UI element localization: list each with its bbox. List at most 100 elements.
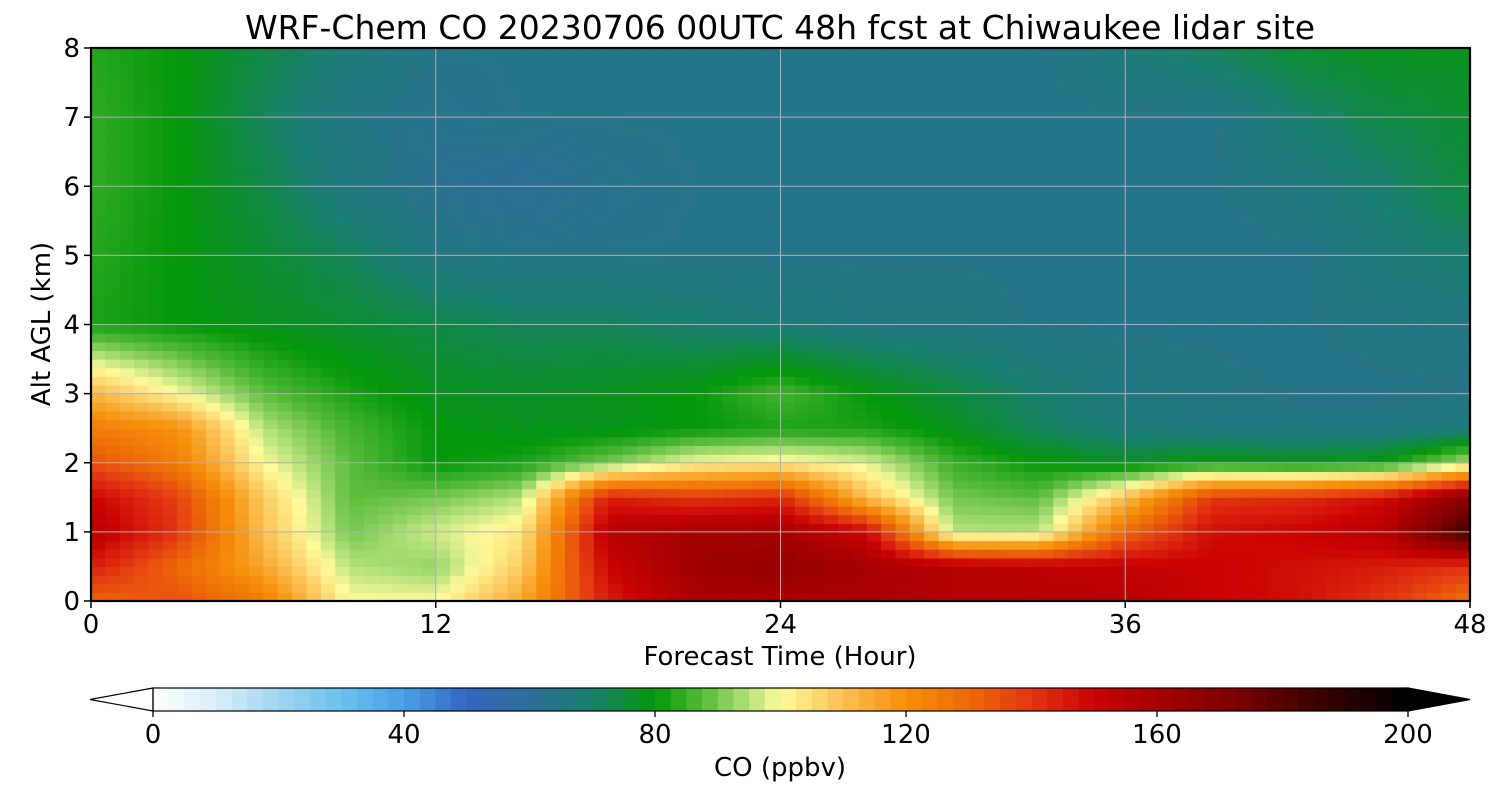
- heatmap-cell: [579, 212, 595, 222]
- heatmap-cell: [967, 583, 983, 593]
- heatmap-cell: [981, 350, 997, 360]
- heatmap-cell: [363, 393, 379, 403]
- heatmap-cell: [1297, 410, 1313, 421]
- heatmap-cell: [1139, 497, 1155, 507]
- heatmap-cell: [565, 194, 580, 205]
- heatmap-cell: [234, 307, 250, 317]
- heatmap-cell: [1455, 315, 1471, 326]
- heatmap-cell: [1240, 341, 1256, 352]
- heatmap-cell: [1039, 583, 1055, 593]
- heatmap-cell: [1139, 488, 1155, 498]
- heatmap-cell: [1398, 471, 1414, 481]
- heatmap-cell: [651, 419, 667, 429]
- heatmap-cell: [1297, 255, 1313, 265]
- heatmap-cell: [651, 151, 667, 161]
- heatmap-cell: [1254, 428, 1270, 438]
- heatmap-cell: [694, 523, 710, 533]
- heatmap-cell: [723, 367, 738, 377]
- heatmap-cell: [837, 436, 853, 447]
- heatmap-cell: [952, 272, 968, 282]
- heatmap-cell: [162, 315, 178, 326]
- heatmap-cell: [435, 497, 451, 507]
- heatmap-cell: [1412, 393, 1428, 403]
- heatmap-cell: [852, 445, 868, 455]
- heatmap-cell: [105, 575, 121, 585]
- heatmap-cell: [1067, 186, 1083, 196]
- heatmap-cell: [392, 359, 408, 369]
- heatmap-cell: [1455, 523, 1471, 533]
- heatmap-cell: [306, 497, 322, 507]
- heatmap-cell: [651, 393, 667, 403]
- heatmap-cell: [1139, 212, 1155, 222]
- heatmap-cell: [1067, 402, 1083, 412]
- heatmap-cell: [608, 307, 624, 317]
- heatmap-cell: [881, 203, 897, 213]
- heatmap-cell: [91, 341, 106, 352]
- heatmap-cell: [1139, 315, 1155, 326]
- heatmap-cell: [593, 220, 609, 231]
- heatmap-cell: [1024, 220, 1040, 231]
- heatmap-cell: [952, 307, 968, 317]
- heatmap-cell: [335, 238, 351, 248]
- heatmap-cell: [1053, 350, 1069, 360]
- heatmap-cell: [134, 410, 150, 421]
- heatmap-cell: [1441, 333, 1457, 343]
- heatmap-cell: [320, 488, 336, 498]
- heatmap-cell: [205, 212, 221, 222]
- heatmap-cell: [1369, 255, 1385, 265]
- heatmap-cell: [636, 531, 652, 542]
- heatmap-cell: [981, 203, 997, 213]
- heatmap-cell: [234, 212, 250, 222]
- heatmap-cell: [1082, 497, 1098, 507]
- heatmap-cell: [349, 255, 365, 265]
- heatmap-cell: [995, 151, 1011, 161]
- heatmap-cell: [1024, 289, 1040, 300]
- heatmap-cell: [407, 203, 422, 213]
- heatmap-cell: [809, 203, 825, 213]
- heatmap-cell: [249, 428, 264, 438]
- heatmap-cell: [220, 488, 236, 498]
- heatmap-cell: [335, 341, 351, 352]
- heatmap-cell: [1297, 367, 1313, 377]
- heatmap-cell: [766, 436, 782, 447]
- heatmap-cell: [249, 341, 264, 352]
- heatmap-cell: [622, 281, 638, 291]
- heatmap-cell: [450, 393, 466, 403]
- heatmap-cell: [622, 410, 638, 421]
- heatmap-cell: [981, 307, 997, 317]
- heatmap-cell: [1168, 315, 1184, 326]
- heatmap-cell: [995, 376, 1011, 386]
- heatmap-cell: [708, 272, 724, 282]
- heatmap-cell: [1369, 264, 1385, 274]
- heatmap-cell: [536, 177, 552, 187]
- heatmap-cell: [349, 333, 365, 343]
- heatmap-cell: [679, 384, 695, 395]
- heatmap-cell: [909, 428, 925, 438]
- heatmap-cell: [780, 549, 796, 559]
- heatmap-cell: [608, 298, 624, 308]
- heatmap-cell: [823, 203, 839, 213]
- heatmap-cell: [1211, 160, 1227, 170]
- heatmap-cell: [665, 203, 681, 213]
- heatmap-cell: [1268, 384, 1284, 395]
- heatmap-cell: [1311, 220, 1327, 231]
- heatmap-cell: [1182, 376, 1198, 386]
- heatmap-cell: [536, 307, 552, 317]
- heatmap-cell: [1369, 384, 1385, 395]
- heatmap-cell: [450, 341, 466, 352]
- heatmap-cell: [421, 488, 437, 498]
- heatmap-cell: [1067, 220, 1083, 231]
- heatmap-cell: [924, 212, 940, 222]
- heatmap-cell: [91, 557, 106, 568]
- heatmap-cell: [995, 186, 1011, 196]
- heatmap-cell: [105, 220, 121, 231]
- heatmap-cell: [794, 540, 810, 550]
- heatmap-cell: [1067, 160, 1083, 170]
- heatmap-cell: [694, 281, 710, 291]
- heatmap-cell: [1369, 298, 1385, 308]
- heatmap-cell: [1110, 376, 1126, 386]
- heatmap-cell: [723, 540, 738, 550]
- heatmap-cell: [723, 402, 738, 412]
- heatmap-cell: [249, 445, 264, 455]
- heatmap-cell: [665, 497, 681, 507]
